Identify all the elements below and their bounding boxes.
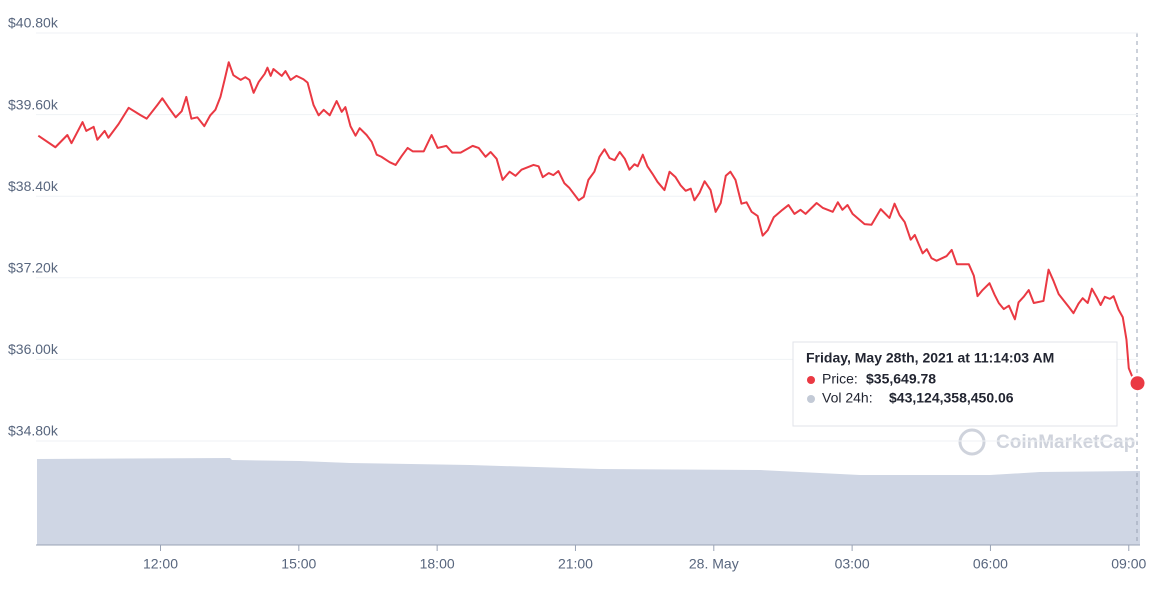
x-tick-label: 28. May xyxy=(689,556,739,572)
tooltip-volume: $43,124,358,450.06 xyxy=(889,390,1014,406)
y-tick-label: $39.60k xyxy=(8,96,59,112)
plot: $40.80k $39.60k $38.40k $37.20k $36.00k $34.8… xyxy=(8,15,1147,572)
x-tick-label: 09:00 xyxy=(1111,556,1146,572)
watermark-text: CoinMarketCap xyxy=(996,432,1135,453)
y-tick-label: $34.80k xyxy=(8,423,59,439)
y-tick-label: $37.20k xyxy=(8,260,59,276)
tooltip-price: $35,649.78 xyxy=(866,371,936,387)
x-tick-label: 06:00 xyxy=(973,556,1008,572)
y-tick-label: $40.80k xyxy=(8,15,59,31)
x-tick-label: 15:00 xyxy=(281,556,316,572)
tooltip-bullet xyxy=(807,376,815,384)
x-tick-label: 12:00 xyxy=(143,556,178,572)
active-point xyxy=(1128,374,1147,393)
x-tick-label: 18:00 xyxy=(420,556,455,572)
tooltip-bullet xyxy=(807,395,815,403)
tooltip-date: Friday, May 28th, 2021 at 11:14:03 AM xyxy=(806,350,1054,366)
x-tick-label: 21:00 xyxy=(558,556,593,572)
tooltip-price-label: Price: xyxy=(822,371,858,387)
tooltip: Friday, May 28th, 2021 at 11:14:03 AM Pr… xyxy=(792,341,1118,427)
y-tick-label: $36.00k xyxy=(8,341,59,357)
tooltip-box xyxy=(792,341,1118,427)
price-line xyxy=(37,61,1139,384)
volume-area xyxy=(37,458,1140,545)
watermark: CoinMarketCap xyxy=(958,428,1135,456)
y-tick-label: $38.40k xyxy=(8,178,59,194)
x-tick-label: 03:00 xyxy=(835,556,870,572)
tooltip-volume-label: Vol 24h: xyxy=(822,390,873,406)
